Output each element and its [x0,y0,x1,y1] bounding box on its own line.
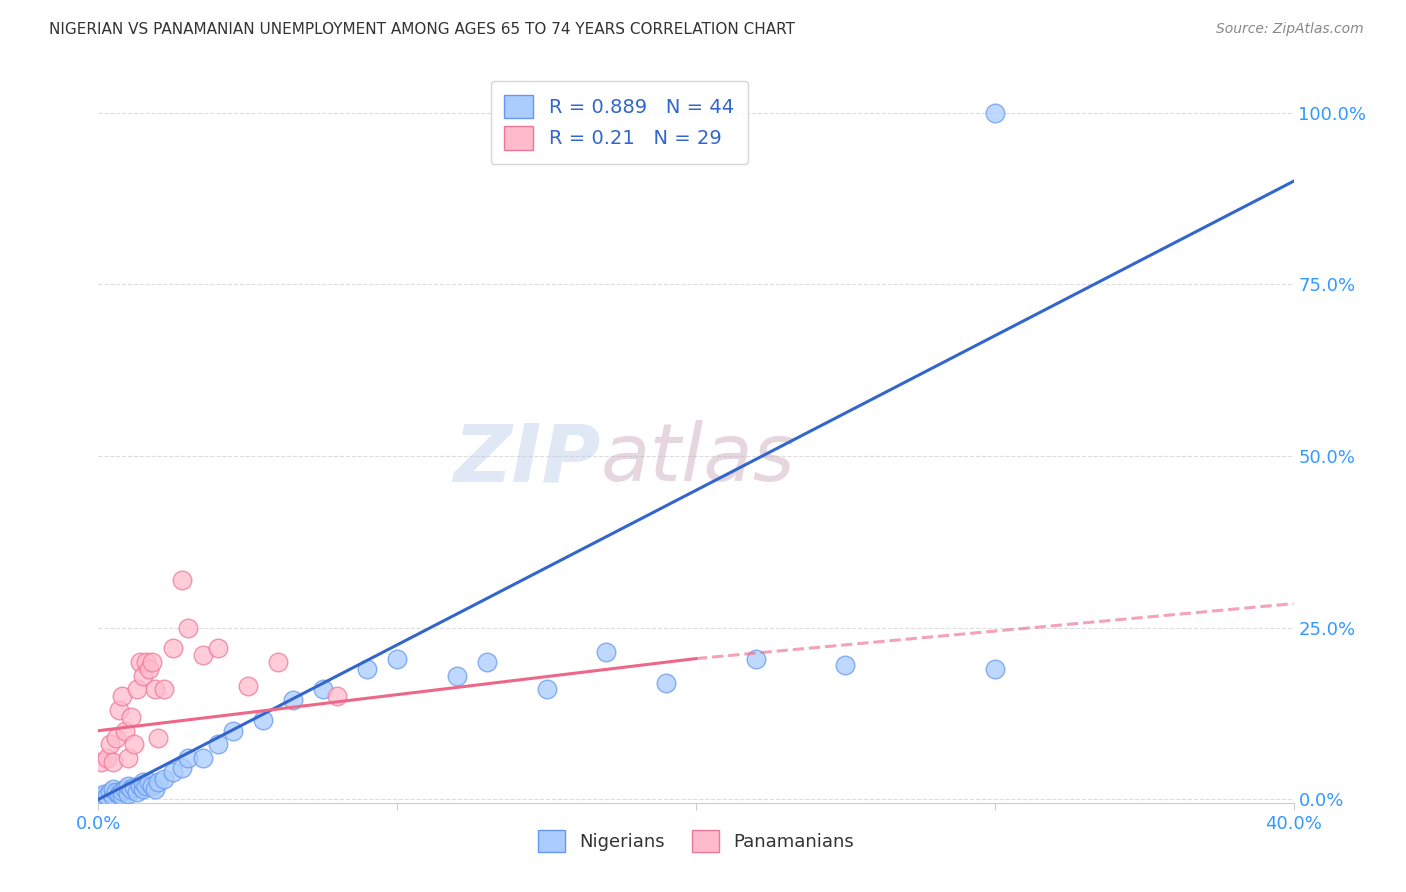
Point [281,693,304,707]
Legend: Nigerians, Panamanians: Nigerians, Panamanians [530,823,862,860]
Point [90,755,112,769]
Point [120,710,142,724]
Point [446,669,468,683]
Point [141,655,163,669]
Point [138,775,160,789]
Point [236,679,259,693]
Point [536,682,558,697]
Point [98,738,122,752]
Point [90,789,112,803]
Point [141,779,163,793]
Point [191,648,214,662]
Point [177,751,200,765]
Text: NIGERIAN VS PANAMANIAN UNEMPLOYMENT AMONG AGES 65 TO 74 YEARS CORRELATION CHART: NIGERIAN VS PANAMANIAN UNEMPLOYMENT AMON… [49,22,796,37]
Point [153,682,176,697]
Point [984,662,1007,676]
Point [127,785,149,799]
Point [475,655,498,669]
Point [105,731,128,745]
Point [135,779,157,793]
Point [132,782,155,797]
Point [595,645,617,659]
Point [108,703,131,717]
Text: Source: ZipAtlas.com: Source: ZipAtlas.com [1216,22,1364,37]
Point [127,682,149,697]
Point [103,782,125,797]
Point [132,775,155,789]
Point [111,789,134,803]
Point [326,690,349,704]
Point [172,573,194,587]
Point [143,682,166,697]
Point [162,641,184,656]
Point [172,762,194,776]
Point [222,723,245,738]
Point [105,785,128,799]
Point [96,789,118,803]
Point [111,784,134,798]
Point [117,751,139,765]
Point [356,662,378,676]
Point [103,789,125,803]
Point [93,787,115,801]
Point [311,682,333,697]
Point [745,651,768,665]
Point [267,655,290,669]
Point [138,662,160,676]
Point [117,787,139,801]
Point [111,690,134,704]
Text: ZIP: ZIP [453,420,600,498]
Point [834,658,856,673]
Point [114,782,136,797]
Point [120,782,142,797]
Point [114,723,136,738]
Point [655,675,678,690]
Point [98,785,122,799]
Point [108,787,131,801]
Point [162,764,184,779]
Point [132,669,155,683]
Point [153,772,176,786]
Text: atlas: atlas [600,420,796,498]
Point [252,714,274,728]
Point [96,751,118,765]
Point [129,779,152,793]
Point [207,738,229,752]
Point [135,655,157,669]
Point [191,751,214,765]
Point [385,651,409,665]
Point [148,775,170,789]
Point [124,738,146,752]
Point [984,105,1007,120]
Point [143,782,166,797]
Point [148,731,170,745]
Point [129,655,152,669]
Point [103,755,125,769]
Point [177,621,200,635]
Point [117,779,139,793]
Point [207,641,229,656]
Point [124,780,146,794]
